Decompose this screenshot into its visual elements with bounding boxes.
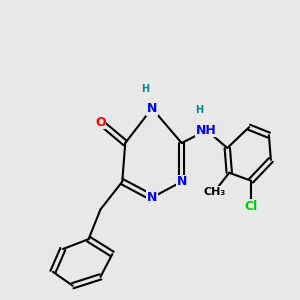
Text: Cl: Cl	[244, 200, 258, 213]
Text: N: N	[176, 175, 187, 188]
Text: H: H	[196, 105, 204, 116]
Text: N: N	[147, 102, 157, 115]
Text: CH₃: CH₃	[203, 187, 226, 196]
Text: N: N	[147, 191, 157, 204]
Text: H: H	[141, 84, 149, 94]
Text: NH: NH	[196, 124, 217, 137]
Text: O: O	[95, 116, 106, 129]
